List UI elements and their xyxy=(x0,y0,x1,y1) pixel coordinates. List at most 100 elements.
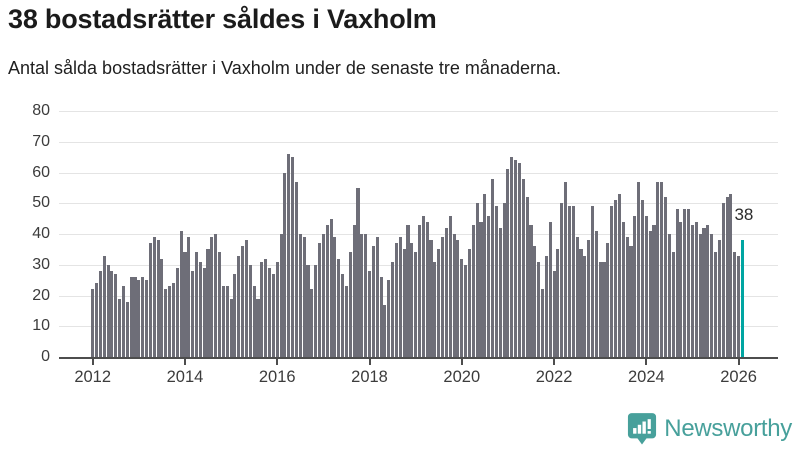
bar xyxy=(594,230,598,357)
bar xyxy=(317,243,322,357)
bar xyxy=(475,203,479,357)
bar xyxy=(479,221,483,357)
y-tick-label: 80 xyxy=(32,102,50,119)
bar xyxy=(106,264,110,357)
bar xyxy=(241,246,245,357)
bar xyxy=(514,160,518,357)
bar xyxy=(248,264,252,357)
bar xyxy=(460,258,464,357)
bar xyxy=(371,246,375,357)
bar xyxy=(648,230,652,357)
bar xyxy=(564,181,568,357)
bar xyxy=(425,221,429,357)
bar xyxy=(348,252,352,357)
bar xyxy=(283,172,287,357)
bar xyxy=(456,240,460,357)
y-tick-label: 70 xyxy=(32,132,50,150)
bar xyxy=(548,221,552,357)
gridline xyxy=(59,172,778,174)
x-tick-label: 2020 xyxy=(443,368,481,386)
bar xyxy=(683,209,687,357)
x-tick-label: 2016 xyxy=(258,368,296,386)
bar xyxy=(168,286,172,357)
bar xyxy=(233,273,237,357)
x-tick-mark xyxy=(460,359,463,365)
bar xyxy=(525,197,529,357)
bar xyxy=(133,277,137,357)
bar xyxy=(706,224,710,357)
bar xyxy=(437,249,441,357)
bar xyxy=(294,181,298,357)
bar xyxy=(629,246,633,357)
bar xyxy=(690,224,695,357)
bar xyxy=(298,234,302,357)
x-tick-label: 2012 xyxy=(74,368,112,386)
bar xyxy=(587,240,591,357)
bar xyxy=(421,215,425,357)
bar xyxy=(383,304,387,357)
bar xyxy=(721,203,725,357)
bar xyxy=(244,240,249,357)
bar xyxy=(210,237,214,357)
bar xyxy=(667,234,671,357)
bar xyxy=(621,221,625,357)
bar xyxy=(379,277,383,357)
bar xyxy=(637,181,641,357)
bar xyxy=(713,252,718,357)
bar xyxy=(414,252,418,357)
bar xyxy=(717,240,721,357)
bar xyxy=(529,224,533,357)
bar xyxy=(552,270,556,357)
subtitle: Antal sålda bostadsrätter i Vaxholm unde… xyxy=(8,58,561,78)
bar xyxy=(406,224,410,357)
bar xyxy=(229,298,233,357)
bar xyxy=(118,298,122,357)
x-tick-mark xyxy=(737,359,740,365)
x-tick-mark xyxy=(276,359,279,365)
x-tick-label: 2024 xyxy=(627,368,665,386)
gridline xyxy=(59,111,778,112)
bar xyxy=(91,289,95,357)
bar xyxy=(710,234,714,357)
bar xyxy=(268,267,272,357)
bar xyxy=(360,234,364,357)
bar xyxy=(221,286,225,357)
bar xyxy=(121,286,125,357)
bar xyxy=(433,261,437,357)
x-tick-mark xyxy=(553,359,556,365)
bar xyxy=(575,237,579,357)
bar xyxy=(517,163,521,357)
bar xyxy=(141,277,145,357)
bar xyxy=(671,252,675,357)
bar xyxy=(291,157,295,357)
bar xyxy=(521,178,525,357)
y-tick-label: 0 xyxy=(41,348,50,365)
bar xyxy=(737,255,741,357)
x-tick-label: 2022 xyxy=(535,368,573,386)
bar xyxy=(356,187,360,357)
bar xyxy=(214,234,218,357)
bar xyxy=(675,209,679,357)
bar xyxy=(487,215,491,357)
gridline xyxy=(59,141,778,143)
highlighted-bar xyxy=(740,240,744,357)
y-tick-label: 60 xyxy=(32,163,50,181)
bar xyxy=(137,280,141,357)
x-tick-mark xyxy=(183,359,186,365)
bar xyxy=(579,249,583,357)
bar xyxy=(252,286,256,357)
bar xyxy=(729,194,733,357)
bar xyxy=(187,237,191,357)
bar xyxy=(256,298,260,357)
bar xyxy=(218,252,222,357)
bar xyxy=(494,206,498,357)
bar xyxy=(271,273,275,357)
bar xyxy=(321,234,325,357)
bar xyxy=(567,206,571,357)
bar xyxy=(571,206,575,357)
bar xyxy=(694,221,698,357)
bar xyxy=(337,258,341,357)
bar xyxy=(225,286,229,357)
newsworthy-badge-icon xyxy=(628,413,657,445)
